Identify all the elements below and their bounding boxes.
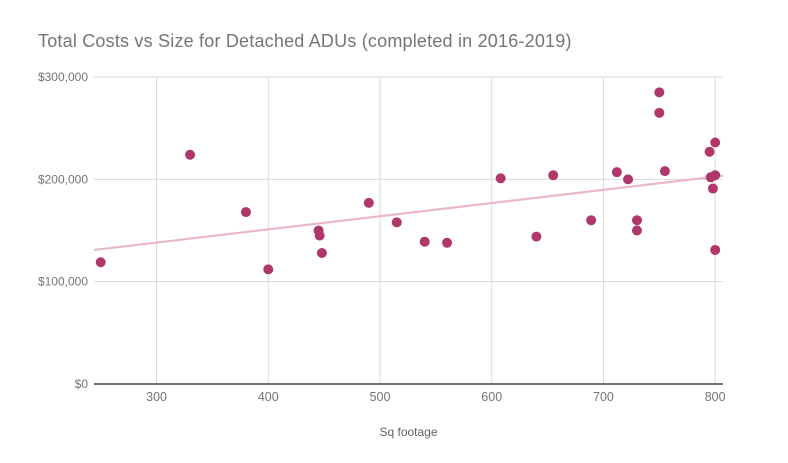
data-point[interactable] xyxy=(631,215,642,226)
data-point[interactable] xyxy=(185,149,196,160)
x-tick-label: 600 xyxy=(481,390,502,404)
data-point[interactable] xyxy=(654,87,665,98)
data-point[interactable] xyxy=(316,248,327,259)
x-tick-label: 400 xyxy=(258,390,279,404)
data-point[interactable] xyxy=(363,197,374,208)
data-point[interactable] xyxy=(707,183,718,194)
data-point[interactable] xyxy=(240,207,251,218)
data-point[interactable] xyxy=(659,166,670,177)
y-tick-label: $100,000 xyxy=(38,275,88,289)
data-point[interactable] xyxy=(611,167,622,178)
x-tick-label: 300 xyxy=(146,390,167,404)
data-point[interactable] xyxy=(391,217,402,228)
trend-line xyxy=(93,174,724,252)
x-tick-label: 700 xyxy=(593,390,614,404)
data-point[interactable] xyxy=(631,225,642,236)
data-point[interactable] xyxy=(623,174,634,185)
y-tick-label: $300,000 xyxy=(38,70,88,84)
data-point[interactable] xyxy=(586,215,597,226)
data-point[interactable] xyxy=(654,107,665,118)
x-axis-title: Sq footage xyxy=(379,425,438,439)
y-tick-label: $0 xyxy=(75,377,89,391)
data-point[interactable] xyxy=(314,230,325,241)
data-point[interactable] xyxy=(531,231,542,242)
data-point[interactable] xyxy=(704,146,715,157)
data-point[interactable] xyxy=(710,244,721,255)
data-point[interactable] xyxy=(263,264,274,275)
data-point[interactable] xyxy=(495,173,506,184)
data-point[interactable] xyxy=(442,237,453,248)
x-tick-label: 800 xyxy=(705,390,726,404)
data-point[interactable] xyxy=(548,170,559,181)
x-tick-label: 500 xyxy=(370,390,391,404)
data-point[interactable] xyxy=(419,236,430,247)
chart-title: Total Costs vs Size for Detached ADUs (c… xyxy=(38,31,572,51)
data-point[interactable] xyxy=(95,257,106,268)
data-point[interactable] xyxy=(710,137,721,148)
data-point[interactable] xyxy=(710,170,721,181)
y-tick-label: $200,000 xyxy=(38,172,88,186)
